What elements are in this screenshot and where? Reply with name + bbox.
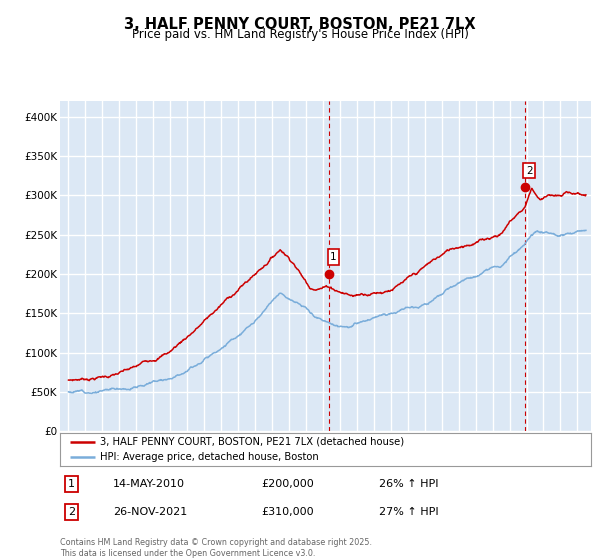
- Text: 26-NOV-2021: 26-NOV-2021: [113, 507, 187, 517]
- Text: 2: 2: [526, 166, 532, 175]
- Text: £200,000: £200,000: [262, 479, 314, 489]
- Text: Contains HM Land Registry data © Crown copyright and database right 2025.
This d: Contains HM Land Registry data © Crown c…: [60, 538, 372, 558]
- Text: Price paid vs. HM Land Registry's House Price Index (HPI): Price paid vs. HM Land Registry's House …: [131, 28, 469, 41]
- Text: 27% ↑ HPI: 27% ↑ HPI: [379, 507, 438, 517]
- Text: £310,000: £310,000: [262, 507, 314, 517]
- Text: 14-MAY-2010: 14-MAY-2010: [113, 479, 185, 489]
- Text: 3, HALF PENNY COURT, BOSTON, PE21 7LX (detached house): 3, HALF PENNY COURT, BOSTON, PE21 7LX (d…: [100, 437, 404, 447]
- Text: 2: 2: [68, 507, 75, 517]
- Text: 1: 1: [330, 252, 337, 262]
- Text: HPI: Average price, detached house, Boston: HPI: Average price, detached house, Bost…: [100, 452, 319, 463]
- Text: 3, HALF PENNY COURT, BOSTON, PE21 7LX: 3, HALF PENNY COURT, BOSTON, PE21 7LX: [124, 17, 476, 32]
- Text: 1: 1: [68, 479, 75, 489]
- Text: 26% ↑ HPI: 26% ↑ HPI: [379, 479, 438, 489]
